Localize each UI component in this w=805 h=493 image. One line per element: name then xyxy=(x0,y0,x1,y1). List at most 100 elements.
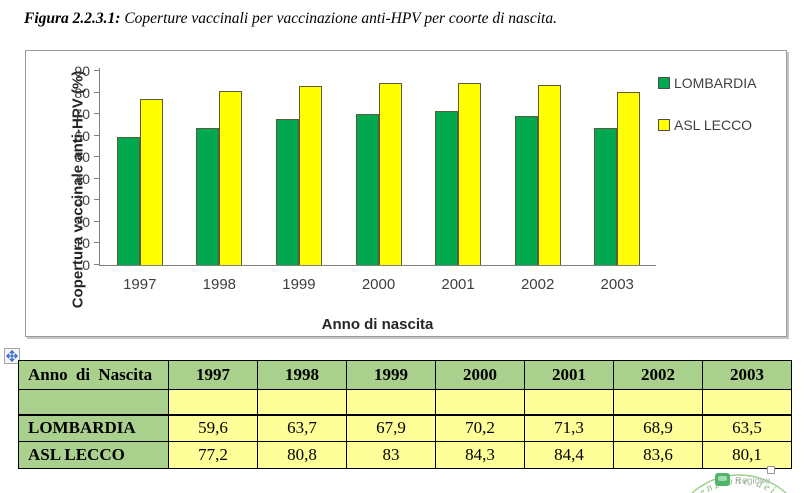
bar-group-1999 xyxy=(275,86,322,265)
legend-label: ASL LECCO xyxy=(674,117,753,133)
table-year-header-2003[interactable]: 2003 xyxy=(702,360,792,390)
table-cell-spacer-2003[interactable] xyxy=(702,389,792,416)
table-row-lombardia: LOMBARDIA 59,6 63,7 67,9 70,2 71,3 68,9 63,5 xyxy=(18,414,792,442)
bar-lombardia-2002 xyxy=(514,116,538,265)
table-cell-asl-lecco-1998[interactable]: 80,8 xyxy=(257,441,347,469)
table-year-header-2001[interactable]: 2001 xyxy=(524,360,614,390)
table-year-header-1998[interactable]: 1998 xyxy=(257,360,347,390)
bar-group-1998 xyxy=(196,90,243,265)
table-row-asl-lecco: ASL LECCO 77,2 80,8 83 84,3 84,4 83,6 80,1 xyxy=(18,441,792,469)
table-cell-lombardia-1998[interactable]: 63,7 xyxy=(257,414,347,442)
table-cell-lombardia-1997[interactable]: 59,6 xyxy=(168,414,258,442)
bar-asl-lecco-1999 xyxy=(298,86,322,265)
bar-asl-lecco-2000 xyxy=(378,83,402,265)
y-tick-label: 20 xyxy=(74,213,90,230)
y-tick-mark xyxy=(94,242,100,244)
bar-asl-lecco-2002 xyxy=(537,84,561,265)
y-tick-mark xyxy=(94,199,100,201)
table-header-row: Anno di Nascita 1997 1998 1999 2000 2001 2002 2… xyxy=(18,360,792,390)
table-move-handle[interactable] xyxy=(4,348,20,364)
table-cell-lombardia-2000[interactable]: 70,2 xyxy=(435,414,525,442)
table-cell-asl-lecco-1997[interactable]: 77,2 xyxy=(168,441,258,469)
bar-group-2000 xyxy=(355,83,402,265)
x-tick-label-1997: 1997 xyxy=(123,276,157,293)
bar-lombardia-1997 xyxy=(116,136,140,265)
table-year-header-1997[interactable]: 1997 xyxy=(168,360,258,390)
table-corner-header[interactable]: Anno di Nascita xyxy=(18,360,169,390)
table-cell-lombardia-2001[interactable]: 71,3 xyxy=(524,414,614,442)
figure-caption: Figura 2.2.3.1: Coperture vaccinali per … xyxy=(24,10,557,28)
table-cell-spacer-2000[interactable] xyxy=(435,389,525,416)
coverage-table-body: Anno di Nascita 1997 1998 1999 2000 2001 2002 2… xyxy=(18,360,792,469)
bar-group-2002 xyxy=(514,84,561,265)
table-cell-asl-lecco-2003[interactable]: 80,1 xyxy=(702,441,792,469)
chart-legend: LOMBARDIA ASL LECCO xyxy=(658,75,756,159)
bar-asl-lecco-2001 xyxy=(458,83,482,265)
y-tick-label: 70 xyxy=(74,106,90,123)
legend-swatch-icon xyxy=(658,77,670,89)
x-tick-label-1998: 1998 xyxy=(202,276,237,293)
move-icon xyxy=(6,350,18,362)
y-tick-label: 0 xyxy=(82,257,90,273)
legend-item-lombardia: LOMBARDIA xyxy=(658,75,756,91)
table-row-label[interactable]: ASL LECCO xyxy=(18,441,169,469)
bar-asl-lecco-2003 xyxy=(617,92,641,265)
table-year-header-2000[interactable]: 2000 xyxy=(435,360,525,390)
y-tick-label: 90 xyxy=(74,63,90,79)
x-tick-label-2001: 2001 xyxy=(441,276,475,293)
y-tick-mark xyxy=(94,220,100,222)
x-tick-label-2000: 2000 xyxy=(361,276,396,293)
bar-lombardia-2001 xyxy=(435,111,459,265)
bar-group-2003 xyxy=(594,92,641,265)
bar-group-1997 xyxy=(116,98,163,265)
y-tick-mark xyxy=(94,70,100,71)
table-cell-lombardia-1999[interactable]: 67,9 xyxy=(346,414,436,442)
table-cell-asl-lecco-1999[interactable]: 83 xyxy=(346,441,436,469)
y-tick-label: 10 xyxy=(74,235,90,252)
legend-label: LOMBARDIA xyxy=(674,75,757,91)
x-axis-title: Anno di nascita xyxy=(321,316,434,333)
y-tick-mark xyxy=(94,91,100,93)
x-tick-label-1999: 1999 xyxy=(282,276,316,293)
table-cell-spacer-2001[interactable] xyxy=(524,389,614,416)
y-tick-mark xyxy=(94,156,100,158)
table-cell-lombardia-2003[interactable]: 63,5 xyxy=(702,414,792,442)
y-tick-mark xyxy=(94,113,100,115)
table-cell-asl-lecco-2002[interactable]: 83,6 xyxy=(613,441,703,469)
table-cell-lombardia-2002[interactable]: 68,9 xyxy=(613,414,703,442)
object-anchor-handle[interactable] xyxy=(767,466,775,474)
table-year-header-1999[interactable]: 1999 xyxy=(346,360,436,390)
table-cell-spacer-1998[interactable] xyxy=(257,389,347,416)
y-tick-label: 60 xyxy=(74,127,90,144)
y-tick-label: 50 xyxy=(74,149,90,166)
table-cell-spacer-2002[interactable] xyxy=(613,389,703,416)
stamp-label: Regione xyxy=(735,476,770,487)
y-tick-mark xyxy=(94,264,100,265)
x-tick-label-2003: 2003 xyxy=(600,276,634,293)
bar-lombardia-1998 xyxy=(196,127,220,265)
figure-caption-number: Figura 2.2.3.1: xyxy=(24,10,121,27)
table-cell-asl-lecco-2001[interactable]: 84,4 xyxy=(524,441,614,469)
figure-caption-text: Coperture vaccinali per vaccinazione ant… xyxy=(120,10,557,27)
x-tick-label-2002: 2002 xyxy=(520,276,555,293)
bar-asl-lecco-1997 xyxy=(139,98,163,265)
coverage-data-table: Anno di Nascita 1997 1998 1999 2000 2001 2002 2… xyxy=(18,360,792,469)
bar-lombardia-1999 xyxy=(275,118,299,265)
table-year-header-2002[interactable]: 2002 xyxy=(613,360,703,390)
table-row-label[interactable]: LOMBARDIA xyxy=(18,414,169,442)
y-tick-label: 40 xyxy=(74,170,90,187)
table-cell-spacer-1997[interactable] xyxy=(168,389,258,416)
y-tick-mark xyxy=(94,134,100,136)
table-cell-spacer-1999[interactable] xyxy=(346,389,436,416)
legend-item-asl-lecco: ASL LECCO xyxy=(658,117,756,133)
bar-lombardia-2003 xyxy=(594,128,618,265)
y-tick-mark xyxy=(94,177,100,179)
table-row-label[interactable] xyxy=(18,389,169,416)
bar-asl-lecco-1998 xyxy=(219,90,243,265)
stamp-ring-text: la prevenzione dei tumori xyxy=(670,475,805,493)
y-tick-label: 30 xyxy=(74,192,90,209)
legend-swatch-icon xyxy=(658,119,670,131)
plot-area: 0 10 20 30 40 50 60 70 80 90 1997 1998 1999 2000 2001 2… xyxy=(74,64,656,293)
table-cell-asl-lecco-2000[interactable]: 84,3 xyxy=(435,441,525,469)
